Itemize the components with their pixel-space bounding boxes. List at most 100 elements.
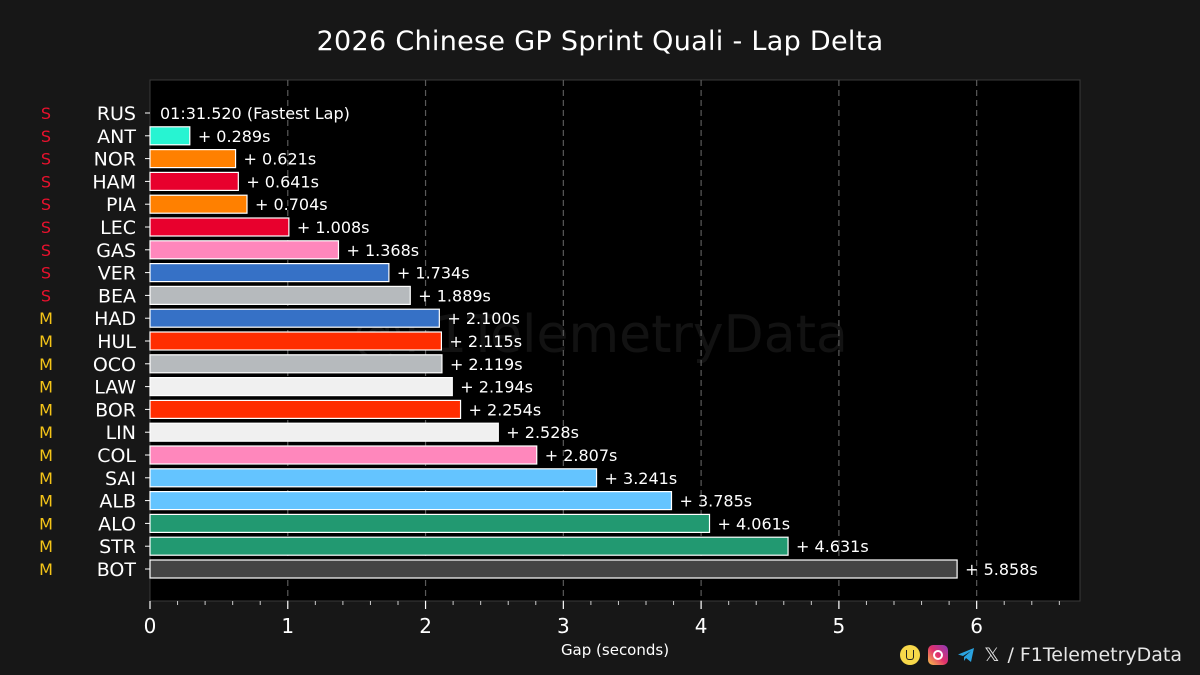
x-axis: 0 1 2 3 4 5 6 — [144, 112, 1060, 638]
bar-ver — [149, 263, 390, 283]
driver-label: PIA — [106, 194, 136, 216]
tyre-compound: M — [39, 400, 53, 419]
x-axis-label: Gap (seconds) — [561, 641, 669, 659]
tyre-compound: S — [41, 195, 51, 214]
data-labels: 01:31.520 (Fastest Lap) + 0.289s + 0.621s +… — [160, 104, 1038, 579]
x-tick-label: 6 — [970, 614, 983, 638]
data-label: + 4.631s — [796, 537, 869, 556]
tyre-compound: M — [39, 469, 53, 488]
data-label: + 1.734s — [397, 264, 470, 283]
x-tick-label: 5 — [833, 614, 846, 638]
bar-had — [149, 308, 440, 328]
data-label: + 3.241s — [605, 469, 678, 488]
bar-hul — [149, 331, 442, 351]
data-label: + 0.704s — [255, 195, 328, 214]
telegram-icon[interactable] — [956, 645, 976, 665]
driver-label: VER — [98, 263, 136, 285]
chart-title: 2026 Chinese GP Sprint Quali - Lap Delta — [316, 26, 884, 57]
bar-sai — [149, 468, 598, 488]
bar-lin — [149, 422, 499, 442]
tyre-compound: S — [41, 172, 51, 191]
data-label: + 2.254s — [469, 400, 542, 419]
bar-str — [149, 536, 789, 556]
driver-label: ANT — [97, 126, 136, 148]
data-label: + 2.194s — [460, 378, 533, 397]
x-tick-label: 4 — [695, 614, 708, 638]
tyre-compound: S — [41, 150, 51, 169]
data-label: + 0.289s — [198, 127, 271, 146]
bar-ant — [149, 126, 191, 146]
data-label: + 2.119s — [450, 355, 523, 374]
data-label: + 3.785s — [679, 492, 752, 511]
driver-label: ALB — [99, 491, 136, 513]
driver-label: BEA — [98, 285, 136, 307]
bar-alb — [149, 491, 673, 511]
x-tick-label: 2 — [419, 614, 432, 638]
instagram-icon[interactable] — [928, 645, 949, 665]
bar-oco — [149, 354, 443, 374]
data-label: + 2.115s — [449, 332, 522, 351]
data-label: + 2.807s — [545, 446, 618, 465]
tyre-compound: M — [39, 332, 53, 351]
bar-bor — [149, 399, 462, 419]
bar-bot — [149, 559, 958, 579]
tyre-compound: S — [41, 264, 51, 283]
data-label: + 1.008s — [297, 218, 370, 237]
driver-label: HUL — [97, 331, 136, 353]
driver-label: GAS — [96, 240, 136, 262]
bar-nor — [149, 149, 237, 169]
data-label: + 1.368s — [346, 241, 419, 260]
x-tick-label: 3 — [557, 614, 570, 638]
fastest-lap-label: 01:31.520 (Fastest Lap) — [160, 104, 350, 123]
driver-label: COL — [97, 445, 136, 467]
data-label: + 2.528s — [506, 423, 579, 442]
bar-series — [149, 126, 958, 579]
bar-law — [149, 377, 453, 397]
bar-col — [149, 445, 538, 465]
driver-label: OCO — [93, 354, 136, 376]
footer-handle[interactable]: / F1TelemetryData — [1007, 644, 1182, 666]
tyre-compound: M — [39, 514, 53, 533]
tyre-compound: M — [39, 560, 53, 579]
x-tick-label: 0 — [144, 614, 157, 638]
driver-label: LEC — [100, 217, 136, 239]
tyre-compound: M — [39, 378, 53, 397]
tyre-compound: S — [41, 218, 51, 237]
data-label: + 4.061s — [718, 514, 791, 533]
data-label: + 2.100s — [447, 309, 520, 328]
bar-alo — [149, 513, 711, 534]
bar-lec — [149, 217, 290, 237]
bar-bea — [149, 285, 411, 305]
tyre-compound: S — [41, 286, 51, 305]
driver-label: HAD — [94, 308, 136, 330]
driver-label: NOR — [94, 149, 136, 171]
driver-label: STR — [99, 536, 136, 558]
x-icon[interactable]: 𝕏 — [984, 644, 1000, 666]
tyre-compound: M — [39, 423, 53, 442]
driver-label: ALO — [98, 513, 136, 535]
footer: 𝕏 / F1TelemetryData — [900, 644, 1182, 666]
y-axis-labels: RUS S ANT S NOR S HAM S PIA S LEC S GAS S VER S BEA S HAD M… — [39, 103, 136, 581]
coffee-icon[interactable] — [900, 645, 921, 665]
bar-ham — [149, 171, 239, 191]
tyre-compound: M — [39, 446, 53, 465]
driver-label: BOR — [95, 399, 136, 421]
driver-label: LIN — [106, 422, 136, 444]
driver-label: BOT — [97, 559, 137, 581]
tyre-compound: S — [41, 104, 51, 123]
tyre-compound: S — [41, 241, 51, 260]
data-label: + 0.641s — [246, 172, 319, 191]
tyre-compound: S — [41, 127, 51, 146]
tyre-compound: M — [39, 309, 53, 328]
x-tick-label: 1 — [281, 614, 294, 638]
driver-label: LAW — [94, 377, 136, 399]
driver-label: RUS — [97, 103, 136, 125]
data-label: + 0.621s — [244, 150, 317, 169]
bar-pia — [149, 194, 248, 214]
driver-label: HAM — [92, 171, 136, 193]
tyre-compound: M — [39, 492, 53, 511]
data-label: + 1.889s — [418, 286, 491, 305]
bar-gas — [149, 240, 340, 260]
data-label: + 5.858s — [965, 560, 1038, 579]
